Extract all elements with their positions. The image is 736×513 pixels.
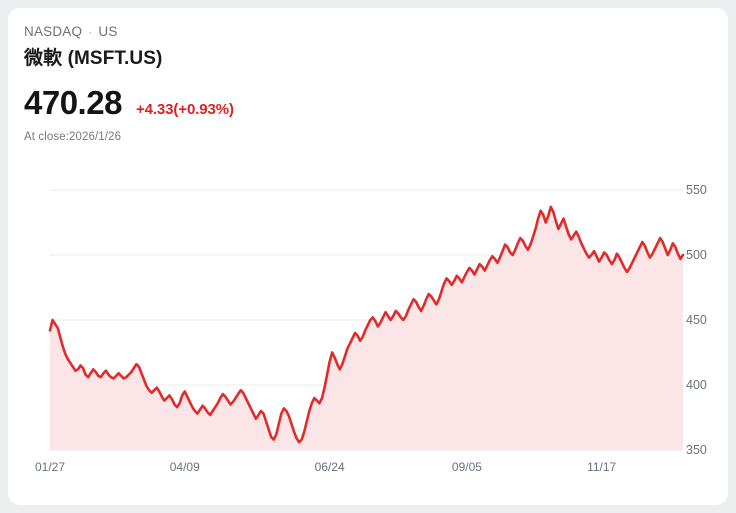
x-axis-tick-label: 09/05 [451, 460, 482, 474]
region-label: US [98, 24, 118, 39]
y-axis-tick-label: 450 [686, 313, 707, 327]
exchange-name: NASDAQ [24, 24, 83, 39]
price-row: 470.28 +4.33(+0.93%) [24, 86, 712, 119]
separator-dot: · [88, 24, 93, 39]
y-axis-tick-label: 350 [686, 443, 707, 457]
y-axis-tick-label: 500 [686, 248, 707, 262]
current-price: 470.28 [24, 84, 122, 121]
page-title: 微軟 (MSFT.US) [24, 48, 163, 69]
x-axis-tick-label: 04/09 [169, 460, 200, 474]
chart-line [48, 205, 685, 444]
quote-header: NASDAQ · US 微軟 (MSFT.US) 470.28 +4.33(+0… [8, 8, 728, 143]
market-status: At close:2026/1/26 [24, 131, 122, 143]
y-axis-tick-label: 550 [686, 183, 707, 197]
x-axis-tick-label: 01/27 [34, 460, 66, 474]
stock-quote-card: NASDAQ · US 微軟 (MSFT.US) 470.28 +4.33(+0… [8, 8, 728, 505]
price-chart[interactable]: 550 500 450 400 350 01/27 04/09 06/24 09/05 11/1… [8, 168, 728, 498]
x-axis-tick-label: 11/17 [587, 460, 617, 474]
price-change: +4.33(+0.93%) [135, 101, 234, 118]
chart-svg [48, 189, 685, 451]
x-axis-tick-label: 06/24 [314, 460, 345, 474]
exchange-row: NASDAQ · US [24, 24, 712, 39]
y-axis-tick-label: 400 [686, 378, 707, 392]
